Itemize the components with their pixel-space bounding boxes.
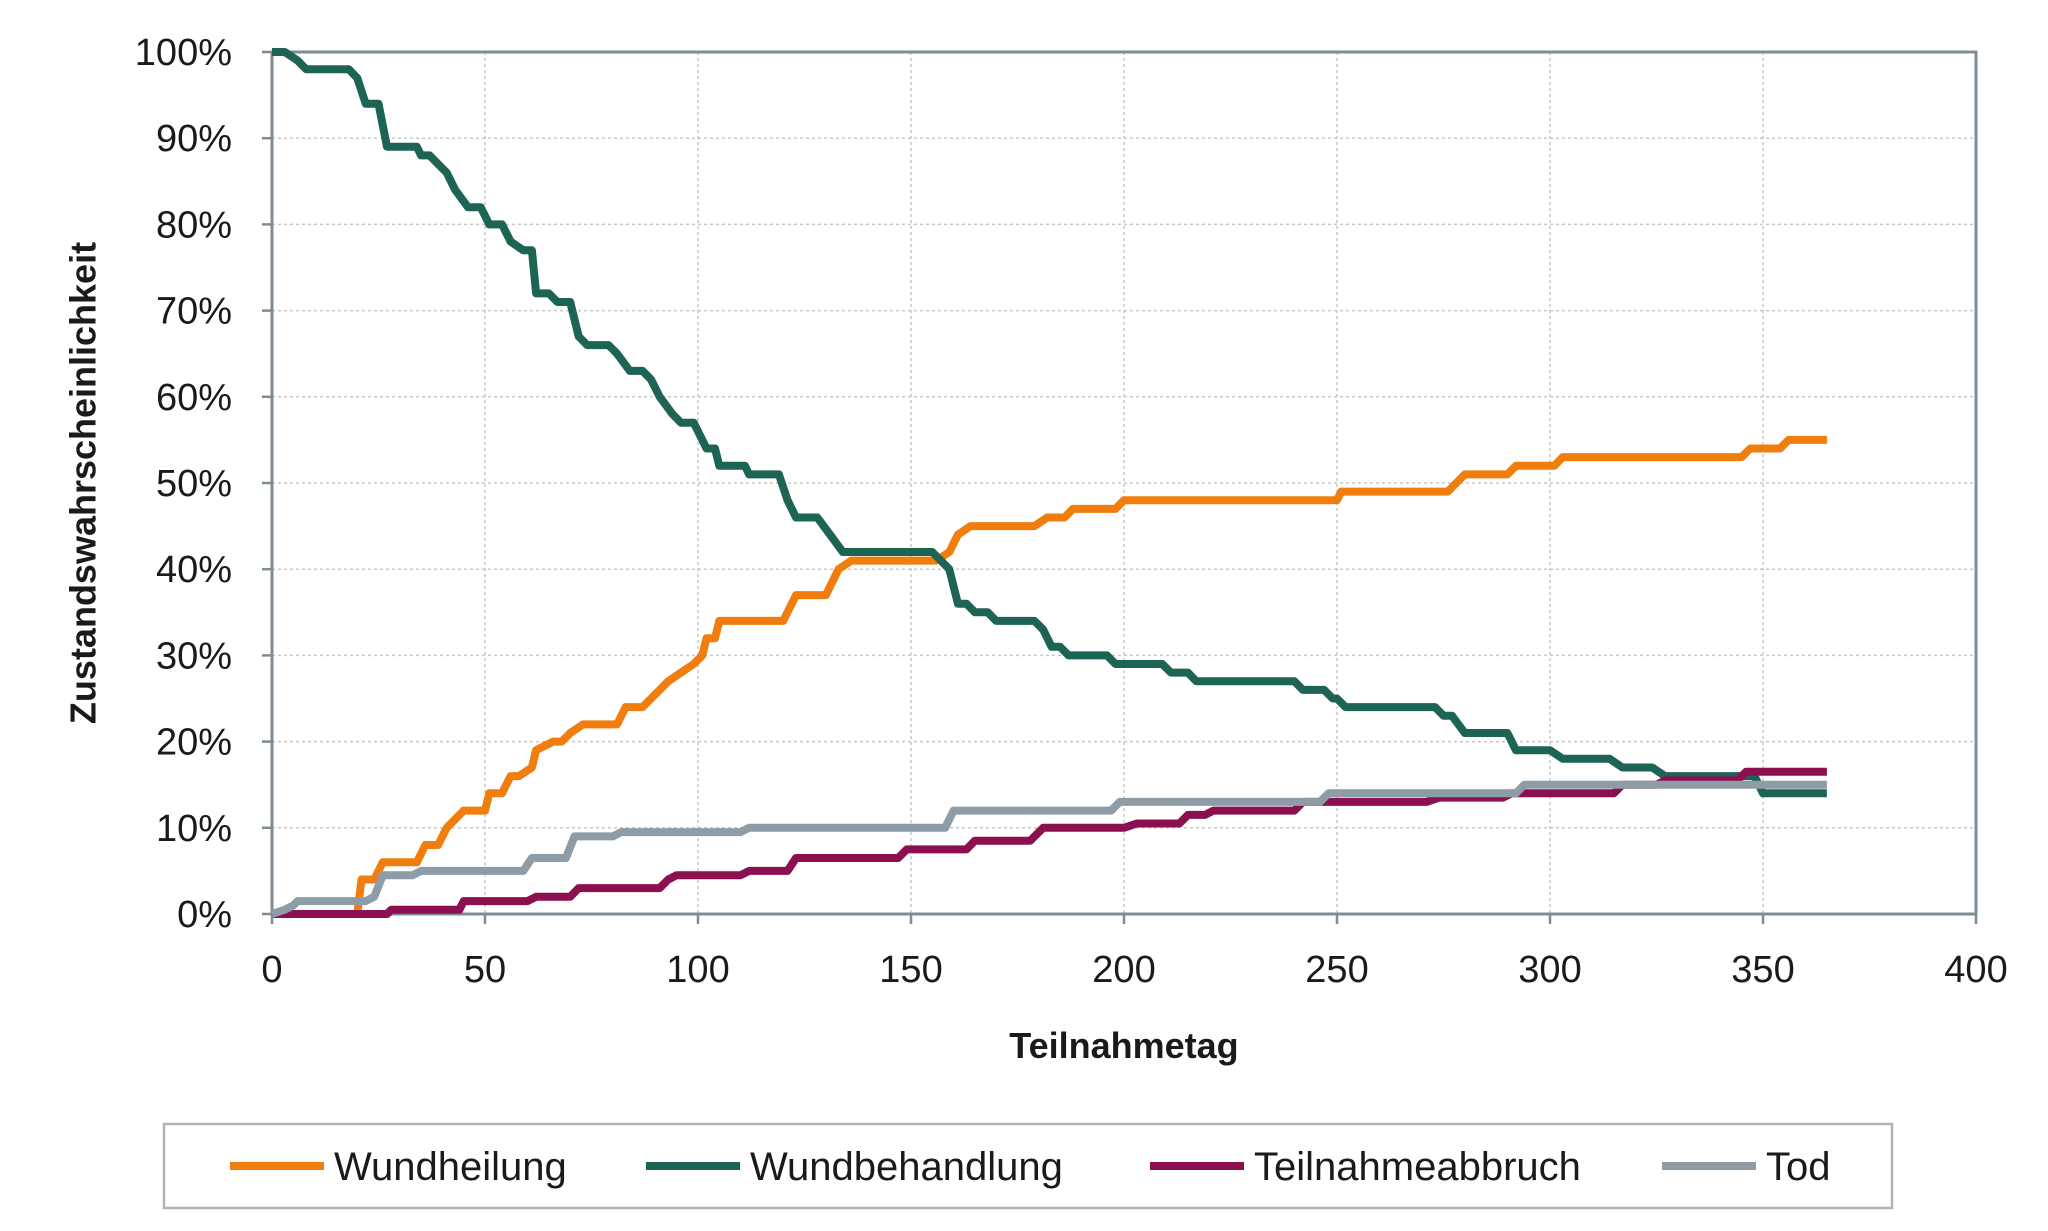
legend-label-teilnahmeabbruch: Teilnahmeabbruch — [1254, 1145, 1581, 1189]
legend-label-wundbehandlung: Wundbehandlung — [750, 1145, 1063, 1189]
x-tick-label: 300 — [1518, 949, 1581, 991]
series-line-wundheilung — [272, 435, 1827, 918]
x-tick-label: 250 — [1305, 949, 1368, 991]
series-lines — [270, 48, 1827, 918]
x-tick-label: 0 — [261, 949, 282, 991]
y-tick-label: 50% — [156, 463, 232, 505]
y-tick-label: 70% — [156, 291, 232, 333]
series-line-teilnahmeabbruch — [272, 767, 1827, 918]
legend-items: Wundheilung Wundbehandlung Teilnahmeabbruc… — [230, 1145, 1831, 1189]
y-tick-label: 60% — [156, 377, 232, 419]
y-tick-label: 0% — [177, 894, 232, 936]
x-tick-label: 200 — [1092, 949, 1155, 991]
legend-frame — [162, 1122, 1894, 1210]
y-tick-label: 30% — [156, 635, 232, 677]
x-tick-label: 100 — [666, 949, 729, 991]
y-tick-label: 90% — [156, 118, 232, 160]
legend-label-wundheilung: Wundheilung — [334, 1145, 567, 1189]
y-axis-ticks: 0% 10% 20% 30% 40% 50% 60% 70% 80% 90% 100% — [135, 32, 272, 936]
x-tick-label: 50 — [464, 949, 506, 991]
series-line-tod — [270, 780, 1827, 918]
x-axis-title: Teilnahmetag — [1009, 1025, 1238, 1066]
x-tick-label: 150 — [879, 949, 942, 991]
legend: Wundheilung Wundbehandlung Teilnahmeabbruc… — [162, 1122, 1894, 1210]
y-tick-label: 20% — [156, 722, 232, 764]
x-tick-label: 400 — [1944, 949, 2007, 991]
y-tick-label: 80% — [156, 204, 232, 246]
x-axis-ticks: 0 50 100 150 200 250 300 350 400 — [261, 914, 2008, 991]
legend-label-tod: Tod — [1766, 1145, 1831, 1189]
y-tick-label: 100% — [135, 32, 232, 74]
y-tick-label: 10% — [156, 808, 232, 850]
y-axis-title: Zustandswahrscheinlichkeit — [63, 242, 104, 724]
y-tick-label: 40% — [156, 549, 232, 591]
series-line-wundbehandlung — [272, 48, 1827, 798]
x-tick-label: 350 — [1731, 949, 1794, 991]
